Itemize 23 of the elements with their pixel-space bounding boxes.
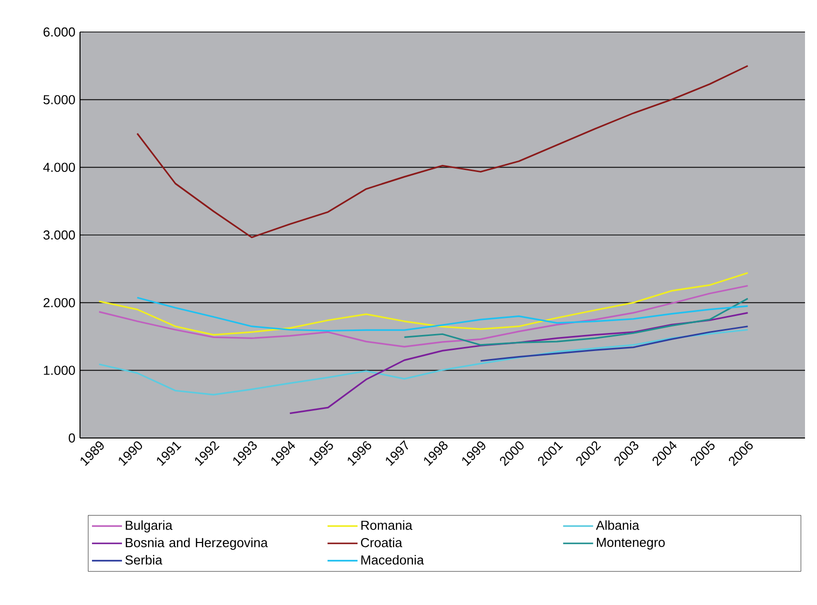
legend-label: Romania [361, 520, 412, 530]
y-tick-label: 4.000 [43, 162, 75, 172]
y-tick-label: 5.000 [43, 95, 75, 104]
legend-label: Serbia [125, 555, 162, 565]
line-series [136, 65, 749, 238]
legend-label: Bosnia and Herzegovina [126, 538, 268, 550]
line-series [480, 326, 749, 362]
y-tick-label: 0 [68, 433, 75, 443]
line-series [98, 284, 749, 348]
line-series [98, 272, 749, 336]
legend-label: Macedonia [361, 555, 424, 565]
line-series [98, 328, 749, 396]
legend-label: Croatia [360, 538, 402, 548]
legend-label: Montenegro [596, 538, 665, 550]
line-series [136, 296, 749, 332]
line-series [404, 298, 749, 346]
y-tick-label: 3.000 [43, 230, 75, 240]
y-tick-label: 2.000 [44, 298, 75, 308]
legend-label: Bulgaria [126, 520, 172, 532]
legend-label: Albania [596, 520, 640, 530]
y-tick-label: 1.000 [44, 366, 75, 375]
y-tick-label: 6.000 [44, 27, 75, 37]
line-series [289, 312, 749, 414]
